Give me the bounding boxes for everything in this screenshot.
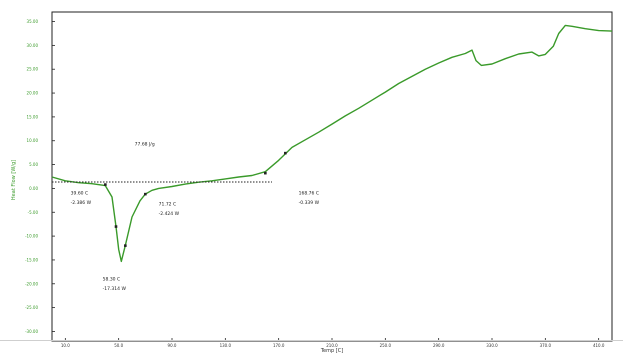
x-tick-label: 370.0 (540, 343, 552, 348)
x-tick-label: 130.0 (220, 343, 232, 348)
series-layer (51, 24, 613, 263)
x-tick-label: 210.0 (326, 343, 338, 348)
x-tick-label: 90.0 (168, 343, 177, 348)
data-marker (114, 225, 118, 228)
x-tick-label: 10.0 (61, 343, 70, 348)
x-tick-label: 50.0 (114, 343, 123, 348)
data-marker (284, 151, 287, 155)
peak-annotation: 39.60 C (71, 191, 88, 197)
peak-annotation: 77.68 J/g (135, 142, 155, 148)
y-tick-label: -10.00 (25, 234, 38, 239)
y-tick-label: -30.00 (25, 329, 38, 334)
x-tick-label: 250.0 (380, 343, 392, 348)
y-tick-label: 30.00 (27, 43, 39, 48)
peak-annotation: -2.386 W (71, 200, 92, 206)
x-tick-label: 410.0 (593, 343, 605, 348)
y-tick-label: 10.00 (27, 138, 39, 143)
y-tick-label: -15.00 (25, 257, 38, 262)
y-tick-label: -5.00 (28, 210, 39, 215)
plot-area (51, 11, 613, 342)
page-border (0, 340, 623, 341)
x-axis-ticks: 10.0 50.0 90.0 130.0 170.0 210.0 250.0 290.0 330… (61, 338, 605, 348)
data-marker (124, 244, 127, 247)
x-tick-label: 290.0 (433, 343, 445, 348)
annotation-layer: 77.68 J/g 39.60 C -2.386 W 71.72 C -2.424 W 5… (71, 142, 320, 292)
y-axis-ticks: 35.00 30.00 25.00 20.00 15.00 10.00 5.00 0.00 -5… (25, 19, 55, 334)
y-tick-label: -25.00 (25, 305, 38, 310)
y-tick-label: 5.00 (29, 162, 38, 167)
marker-layer (104, 151, 287, 247)
peak-annotation: -17.314 W (103, 286, 127, 292)
y-tick-label: 35.00 (27, 19, 39, 24)
data-marker (264, 171, 267, 175)
y-tick-label: 25.00 (27, 67, 39, 72)
data-marker (144, 192, 147, 196)
y-axis-label: Heat Flow [W/g] (11, 160, 17, 200)
peak-annotation: -0.339 W (299, 200, 320, 206)
x-tick-label: 170.0 (273, 343, 285, 348)
peak-annotation: 71.72 C (159, 202, 176, 208)
y-tick-label: 15.00 (27, 114, 39, 119)
peak-annotation: 168.76 C (299, 191, 319, 197)
x-tick-label: 330.0 (486, 343, 498, 348)
heat-flow-curve (51, 24, 613, 263)
x-axis-label: Temp [C] (320, 348, 343, 354)
peak-annotation: 58.30 C (103, 276, 120, 282)
data-marker (104, 183, 107, 186)
y-tick-label: 0.00 (29, 186, 38, 191)
peak-annotation: -2.424 W (159, 211, 180, 217)
y-tick-label: 20.00 (27, 91, 39, 96)
y-tick-label: -20.00 (25, 281, 38, 286)
